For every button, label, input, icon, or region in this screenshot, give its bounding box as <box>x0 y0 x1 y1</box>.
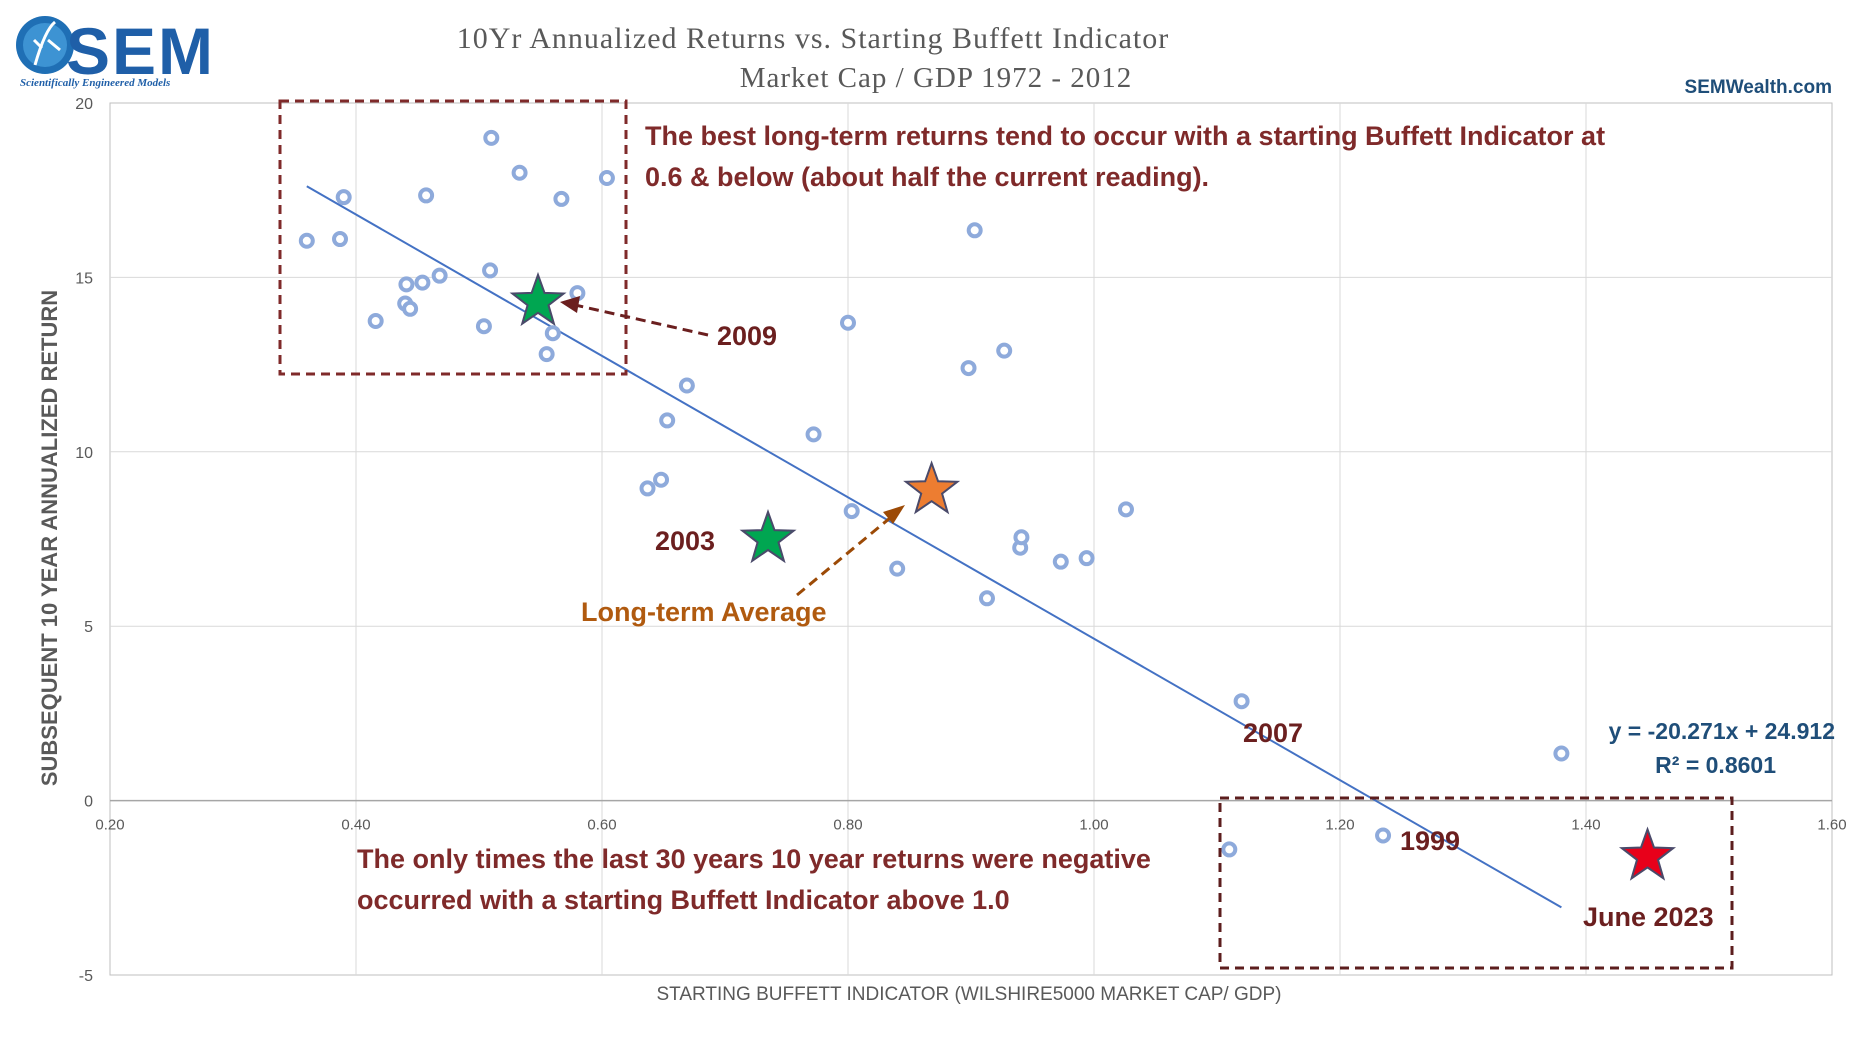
data-point <box>1375 827 1392 844</box>
y-tick-label: 5 <box>84 619 93 636</box>
data-point <box>598 169 615 186</box>
axis-tick-labels: 0.20 0.40 0.60 0.80 1.00 1.20 1.40 1.60 -5 0 5 10 15… <box>75 96 1846 985</box>
data-point <box>889 560 906 577</box>
data-point <box>367 313 384 329</box>
x-tick-label: 0.60 <box>587 817 616 834</box>
annotation-bottom-line1: The only times the last 30 years 10 year… <box>357 844 1151 874</box>
label-1999: 1999 <box>1400 826 1460 856</box>
highlight-star <box>1618 826 1677 881</box>
trendline-equation: y = -20.271x + 24.912 <box>1609 718 1835 744</box>
data-point <box>996 342 1013 359</box>
low-indicator-box <box>278 99 628 376</box>
annotation-bottom-line2: occurred with a starting Buffett Indicat… <box>357 885 1010 915</box>
x-tick-label: 0.20 <box>95 817 124 834</box>
figure-icon <box>32 20 61 66</box>
data-point <box>659 412 676 429</box>
highlight-star <box>903 460 961 515</box>
trendline <box>306 185 1562 909</box>
data-point <box>1553 745 1570 762</box>
data-point <box>431 267 448 284</box>
data-point <box>653 471 670 488</box>
x-tick-label: 1.20 <box>1325 817 1354 834</box>
label-june-2023: June 2023 <box>1583 902 1714 932</box>
annotation-top-line2: 0.6 & below (about half the current read… <box>645 162 1209 192</box>
x-axis-title: STARTING BUFFETT INDICATOR (WILSHIRE5000… <box>657 984 1282 1005</box>
data-point <box>840 314 856 331</box>
data-point <box>398 276 415 293</box>
data-point <box>1233 693 1250 710</box>
data-point <box>298 232 315 249</box>
x-tick-label: 1.40 <box>1571 817 1600 834</box>
logo-text: SEM <box>66 14 215 88</box>
data-point <box>418 187 435 204</box>
data-point <box>538 346 555 363</box>
data-point <box>639 480 656 497</box>
data-point <box>332 231 349 248</box>
data-point <box>544 325 561 342</box>
y-tick-label: 10 <box>75 445 93 462</box>
data-point <box>843 503 860 520</box>
y-tick-label: 15 <box>75 270 93 287</box>
highlight-star <box>739 509 797 564</box>
data-point <box>402 300 419 317</box>
x-tick-label: 1.00 <box>1079 817 1108 834</box>
data-points <box>298 129 1570 858</box>
x-tick-label: 0.40 <box>341 817 370 834</box>
chart-subtitle: Market Cap / GDP 1972 - 2012 <box>740 62 1133 94</box>
arrow-average <box>796 516 891 597</box>
website-link[interactable]: SEMWealth.com <box>1685 77 1832 98</box>
data-point <box>1221 841 1238 858</box>
y-axis-title: SUBSEQUENT 10 YEAR ANNUALIZED RETURN <box>37 290 62 786</box>
data-point <box>960 360 977 377</box>
high-indicator-box <box>1218 796 1734 970</box>
arrowhead-average <box>883 505 905 524</box>
label-long-term-average: Long-term Average <box>581 597 827 627</box>
y-tick-label: -5 <box>79 968 93 985</box>
data-point <box>482 262 499 279</box>
data-point <box>335 189 352 206</box>
chart-title: 10Yr Annualized Returns vs. Starting Buf… <box>457 22 1170 55</box>
y-tick-label: 20 <box>75 96 93 113</box>
y-tick-label: 0 <box>84 794 93 811</box>
logo-tagline: Scientifically Engineered Models <box>20 77 170 89</box>
x-tick-label: 0.80 <box>833 817 862 834</box>
x-tick-label: 1.60 <box>1817 817 1846 834</box>
data-point <box>1117 501 1134 518</box>
data-point <box>805 426 822 443</box>
label-2007: 2007 <box>1243 718 1303 748</box>
data-point <box>511 164 528 181</box>
data-point <box>1052 553 1069 570</box>
label-2009: 2009 <box>717 321 777 351</box>
highlight-star <box>509 271 567 327</box>
label-2003: 2003 <box>655 526 715 556</box>
sem-logo: SEM Scientifically Engineered Models <box>16 14 215 89</box>
data-point <box>678 377 695 394</box>
data-point <box>978 590 995 607</box>
arrowhead-2009 <box>560 296 580 313</box>
data-point <box>483 129 500 146</box>
arrow-2009 <box>574 303 709 337</box>
plot-area <box>109 102 1833 976</box>
trendline-r-squared: R² = 0.8601 <box>1655 752 1776 778</box>
globe-highlight <box>23 23 67 67</box>
grid-lines <box>110 103 1832 975</box>
data-point <box>1013 529 1030 546</box>
data-point <box>966 222 983 239</box>
data-point <box>475 318 492 335</box>
data-point <box>1078 550 1095 567</box>
highlight-stars <box>509 271 1677 881</box>
data-point <box>553 190 570 207</box>
data-point <box>414 274 431 291</box>
annotation-top-line1: The best long-term returns tend to occur… <box>645 121 1605 151</box>
